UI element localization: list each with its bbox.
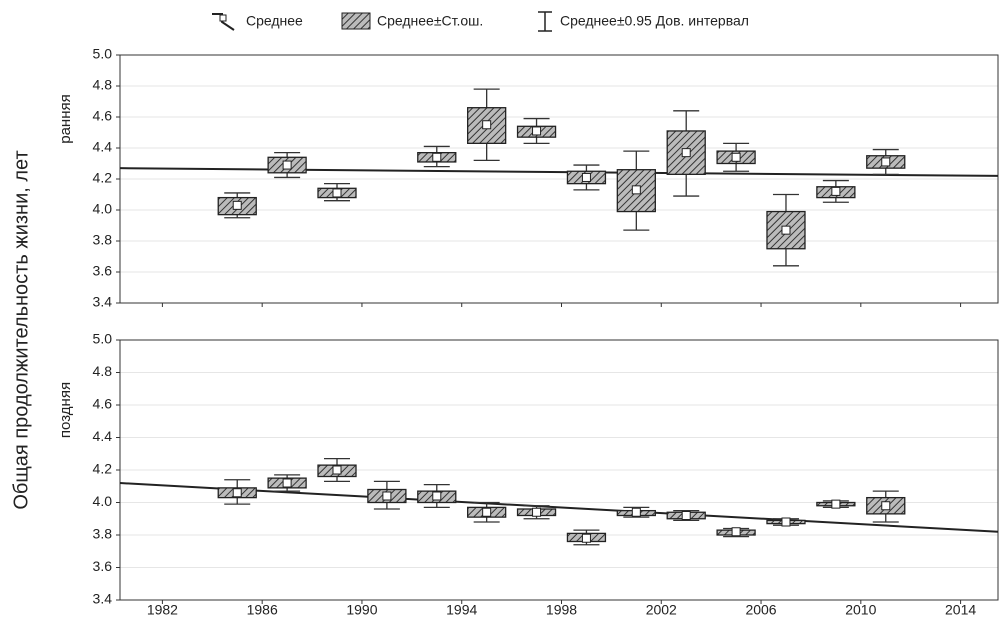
mean-marker: [881, 157, 891, 167]
mean-marker: [681, 511, 691, 520]
mean-marker: [681, 148, 691, 158]
mean-marker: [831, 499, 841, 509]
mean-marker: [332, 188, 342, 198]
mean-marker: [482, 507, 492, 517]
plot-frame: [119, 54, 999, 304]
mean-marker: [232, 200, 242, 210]
x-tick-label: 1994: [446, 602, 477, 618]
mean-marker: [432, 491, 442, 501]
legend-label: Среднее±Ст.ош.: [377, 13, 483, 29]
x-tick-label: 2010: [845, 602, 876, 618]
legend: Среднее Среднее±Ст.ош. Среднее±0.95 Дов.…: [212, 11, 749, 32]
legend-label: Среднее: [246, 13, 303, 29]
y-axis-label: Общая продолжительность жизни, лет: [10, 150, 32, 509]
y-tick-label: 3.6: [93, 558, 113, 574]
legend-se-icon: [341, 12, 371, 30]
y-tick-label: 3.4: [93, 294, 113, 310]
x-tick-label: 2002: [646, 602, 677, 618]
mean-marker: [532, 126, 542, 136]
y-tick-label: 4.8: [93, 77, 113, 93]
y-tick-label: 5.0: [93, 46, 113, 62]
mean-marker: [731, 152, 741, 162]
panel-label: поздняя: [57, 382, 74, 438]
mean-marker: [382, 491, 392, 501]
y-tick-label: 4.4: [93, 139, 113, 155]
mean-marker: [731, 527, 741, 537]
mean-marker: [432, 152, 442, 162]
y-tick-label: 4.6: [93, 108, 113, 124]
se-box: [467, 107, 507, 144]
x-tick-label: 1990: [346, 602, 377, 618]
y-tick-label: 3.8: [93, 232, 113, 248]
y-tick-label: 3.6: [93, 263, 113, 279]
mean-marker: [881, 501, 891, 511]
plot-frame: [119, 339, 999, 601]
panel-label: ранняя: [57, 94, 74, 144]
mean-marker: [332, 465, 342, 475]
mean-marker: [532, 507, 542, 517]
mean-marker: [781, 225, 791, 235]
y-tick-label: 3.8: [93, 526, 113, 542]
trend-line: [119, 482, 999, 533]
mean-marker: [631, 507, 641, 517]
y-tick-label: 4.0: [93, 201, 113, 217]
y-tick-label: 3.4: [93, 591, 113, 607]
legend-mean-marker: [219, 14, 227, 22]
mean-marker: [781, 517, 791, 527]
y-tick-label: 4.8: [93, 363, 113, 379]
mean-marker: [581, 172, 591, 182]
y-tick-label: 4.4: [93, 428, 113, 444]
mean-marker: [831, 186, 841, 196]
mean-marker: [581, 533, 591, 543]
x-tick-label: 2014: [945, 602, 976, 618]
mean-marker: [232, 488, 242, 498]
x-tick-label: 1998: [546, 602, 577, 618]
mean-marker: [282, 478, 292, 488]
x-tick-label: 1982: [147, 602, 178, 618]
y-tick-label: 4.0: [93, 493, 113, 509]
x-tick-label: 1986: [247, 602, 278, 618]
y-tick-label: 4.2: [93, 170, 113, 186]
legend-label: Среднее±0.95 Дов. интервал: [560, 13, 749, 29]
y-tick-label: 5.0: [93, 331, 113, 347]
x-tick-label: 2006: [745, 602, 776, 618]
se-box: [766, 210, 806, 250]
mean-marker: [282, 160, 292, 170]
legend-ci-icon: [538, 11, 552, 32]
mean-marker: [482, 120, 492, 130]
y-tick-label: 4.2: [93, 461, 113, 477]
y-tick-label: 4.6: [93, 396, 113, 412]
mean-marker: [631, 185, 641, 195]
trend-line: [119, 167, 999, 177]
